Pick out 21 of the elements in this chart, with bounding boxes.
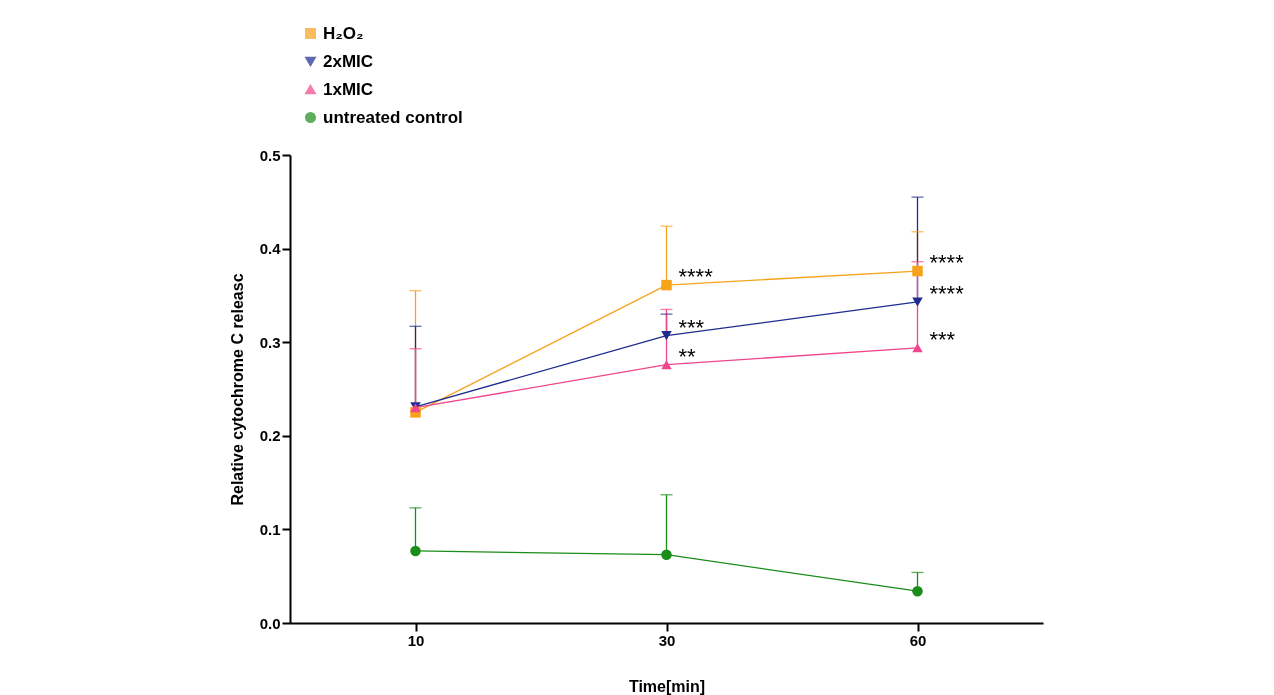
- legend-label: 1xMIC: [323, 79, 374, 99]
- annotation: ***: [929, 326, 956, 352]
- x-axis-title: Time[min]: [628, 677, 706, 695]
- legend-label: untreated control: [323, 107, 463, 127]
- x-tick-label: 60: [909, 631, 927, 649]
- annotation: ****: [929, 250, 965, 276]
- y-axis-title: Relative cytochrome C releasc: [228, 273, 246, 506]
- annotation: ***: [678, 314, 705, 340]
- y-tick-label: 0.2: [259, 427, 281, 445]
- annotation: ****: [929, 280, 965, 306]
- annotation: ****: [678, 264, 714, 290]
- x-tick-label: 10: [407, 631, 425, 649]
- annotation: **: [678, 343, 697, 369]
- legend-label: H₂O₂: [323, 23, 364, 43]
- y-tick-label: 0.5: [259, 146, 281, 164]
- legend-label: 2xMIC: [323, 51, 374, 71]
- y-tick-label: 0.0: [259, 614, 281, 632]
- y-tick-label: 0.4: [259, 240, 282, 258]
- y-tick-label: 0.1: [259, 520, 281, 538]
- y-tick-label: 0.3: [259, 333, 281, 351]
- x-tick-label: 30: [658, 631, 676, 649]
